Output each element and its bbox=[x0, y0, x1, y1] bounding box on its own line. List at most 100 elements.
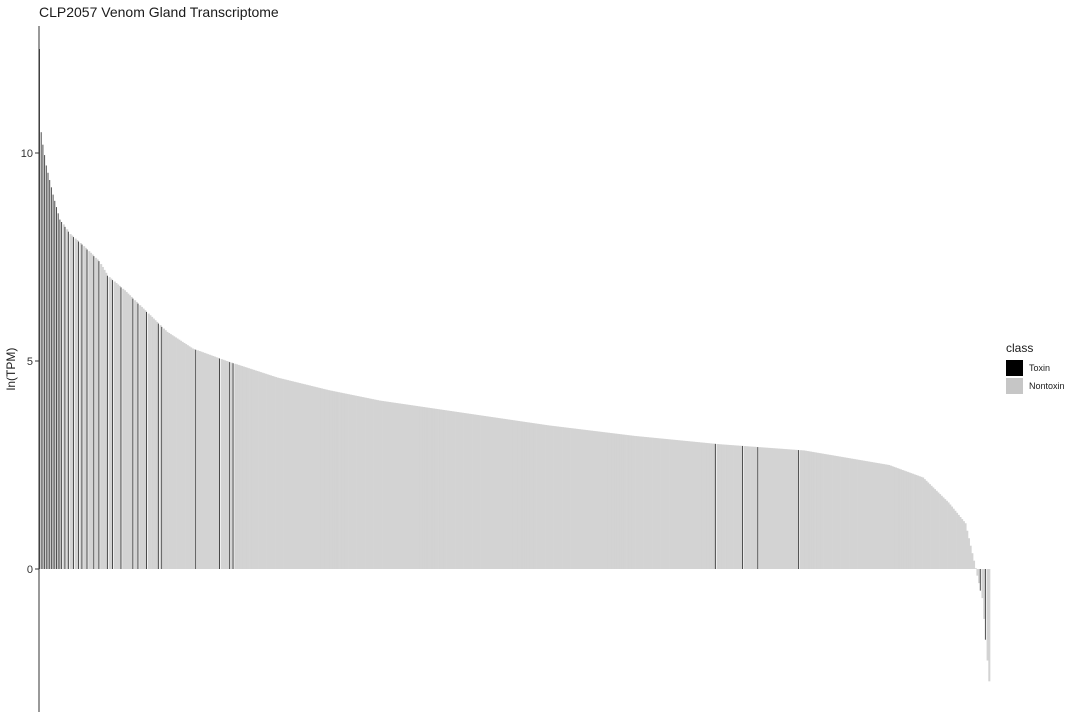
bar-nontoxin bbox=[300, 383, 303, 569]
bar-nontoxin bbox=[449, 411, 453, 569]
bar-nontoxin bbox=[787, 449, 790, 569]
legend-item-nontoxin: Nontoxin bbox=[1006, 377, 1076, 394]
bar-toxin bbox=[161, 326, 163, 569]
bar-nontoxin bbox=[813, 452, 816, 569]
bar-nontoxin bbox=[324, 389, 327, 569]
bar-toxin bbox=[979, 569, 981, 591]
bar-nontoxin bbox=[852, 458, 855, 569]
bar-nontoxin bbox=[675, 440, 678, 569]
bar-toxin bbox=[40, 132, 42, 569]
bar-nontoxin bbox=[470, 414, 473, 569]
bar-nontoxin bbox=[759, 447, 762, 569]
bar-nontoxin bbox=[618, 434, 621, 569]
bar-nontoxin bbox=[577, 429, 580, 569]
bar-nontoxin bbox=[901, 469, 904, 569]
legend-label-nontoxin: Nontoxin bbox=[1029, 380, 1065, 391]
bar-nontoxin bbox=[174, 337, 177, 569]
bar-nontoxin bbox=[475, 414, 478, 569]
bar-nontoxin bbox=[567, 427, 570, 569]
bar-nontoxin bbox=[117, 284, 120, 569]
bar-nontoxin bbox=[225, 361, 228, 569]
bar-nontoxin bbox=[966, 530, 969, 569]
bar-nontoxin bbox=[327, 390, 330, 569]
bar-nontoxin bbox=[412, 405, 415, 569]
bar-nontoxin bbox=[601, 431, 604, 569]
bar-nontoxin bbox=[821, 453, 824, 569]
bar-nontoxin bbox=[71, 235, 74, 570]
bar-nontoxin bbox=[373, 399, 376, 569]
bar-toxin bbox=[86, 249, 88, 569]
bar-nontoxin bbox=[162, 328, 166, 569]
bar-nontoxin bbox=[246, 367, 249, 569]
bar-nontoxin bbox=[198, 351, 201, 569]
bar-nontoxin bbox=[205, 353, 208, 569]
bar-nontoxin bbox=[213, 356, 216, 569]
bar-nontoxin bbox=[579, 429, 582, 569]
bar-nontoxin bbox=[305, 384, 308, 569]
bar-nontoxin bbox=[207, 354, 210, 569]
bar-nontoxin bbox=[866, 461, 869, 569]
bar-nontoxin bbox=[686, 441, 689, 569]
bar-nontoxin bbox=[886, 464, 889, 569]
bar-nontoxin bbox=[899, 469, 903, 569]
bar-nontoxin bbox=[276, 377, 279, 569]
bar-nontoxin bbox=[460, 412, 463, 569]
bar-nontoxin bbox=[526, 422, 529, 569]
bar-nontoxin bbox=[573, 428, 576, 569]
bar-nontoxin bbox=[349, 394, 352, 569]
bar-nontoxin bbox=[562, 427, 565, 569]
bar-nontoxin bbox=[872, 462, 875, 569]
bar-nontoxin bbox=[385, 401, 388, 569]
bar-nontoxin bbox=[495, 417, 498, 569]
bar-nontoxin bbox=[740, 445, 743, 569]
bar-nontoxin bbox=[108, 277, 111, 569]
bar-nontoxin bbox=[322, 388, 325, 569]
bar-nontoxin bbox=[494, 417, 497, 569]
bar-nontoxin bbox=[949, 504, 952, 569]
bar-nontoxin bbox=[431, 408, 434, 569]
bar-nontoxin bbox=[489, 416, 492, 569]
bar-nontoxin bbox=[716, 444, 719, 569]
bar-nontoxin bbox=[179, 340, 182, 569]
legend: class Toxin Nontoxin bbox=[1006, 341, 1076, 395]
bar-nontoxin bbox=[154, 320, 157, 569]
bar-toxin bbox=[98, 261, 100, 569]
bar-nontoxin bbox=[275, 377, 278, 569]
bar-nontoxin bbox=[629, 435, 633, 569]
bar-nontoxin bbox=[784, 449, 787, 569]
bar-nontoxin bbox=[628, 435, 631, 569]
bar-nontoxin bbox=[823, 453, 826, 569]
bar-nontoxin bbox=[151, 316, 154, 569]
bar-nontoxin bbox=[658, 438, 661, 569]
bar-nontoxin bbox=[640, 436, 643, 569]
bar-toxin bbox=[54, 200, 56, 569]
bar-nontoxin bbox=[130, 296, 133, 569]
bar-nontoxin bbox=[961, 519, 964, 569]
bar-nontoxin bbox=[359, 396, 363, 569]
bar-nontoxin bbox=[524, 421, 527, 569]
bar-nontoxin bbox=[183, 342, 186, 569]
bar-nontoxin bbox=[400, 403, 403, 569]
bar-nontoxin bbox=[156, 321, 159, 569]
bar-nontoxin bbox=[767, 447, 770, 569]
bar-nontoxin bbox=[254, 370, 257, 569]
bar-nontoxin bbox=[590, 430, 593, 569]
bar-nontoxin bbox=[485, 416, 488, 569]
bar-nontoxin bbox=[472, 414, 475, 569]
bar-nontoxin bbox=[376, 400, 379, 569]
bar-nontoxin bbox=[446, 410, 449, 569]
bar-nontoxin bbox=[517, 420, 520, 569]
bar-nontoxin bbox=[101, 266, 104, 569]
bar-nontoxin bbox=[504, 418, 507, 569]
bar-nontoxin bbox=[191, 348, 194, 569]
bar-nontoxin bbox=[748, 446, 751, 569]
bar-toxin bbox=[798, 450, 800, 569]
bar-nontoxin bbox=[483, 416, 486, 569]
y-tick-label: 0 bbox=[27, 564, 33, 576]
bar-nontoxin bbox=[809, 451, 813, 569]
bar-nontoxin bbox=[633, 435, 636, 569]
bar-nontoxin bbox=[259, 372, 262, 569]
bar-toxin bbox=[59, 219, 61, 569]
bar-nontoxin bbox=[230, 362, 233, 569]
bar-nontoxin bbox=[641, 436, 644, 569]
